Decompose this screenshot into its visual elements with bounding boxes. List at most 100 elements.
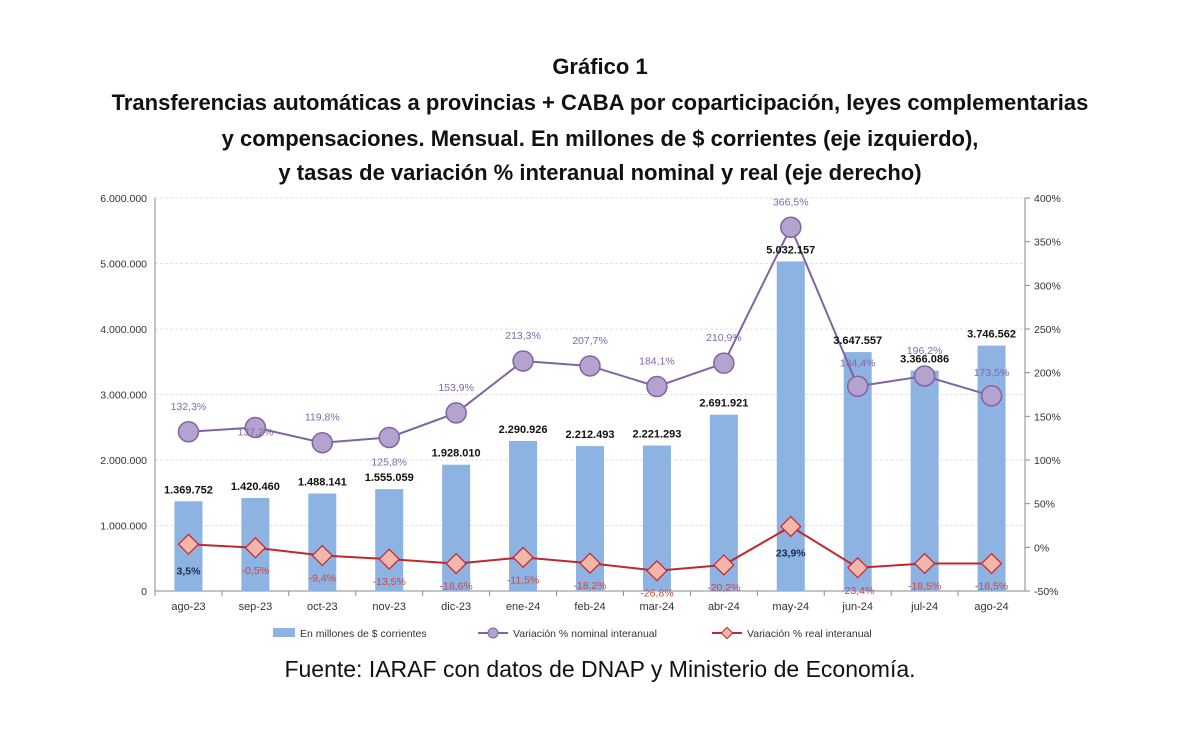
real-point [512, 546, 534, 569]
right-tick-label: 150% [1034, 411, 1061, 423]
nominal-point [780, 216, 802, 239]
bar-data-label: 1.369.752 [164, 484, 213, 496]
bar [375, 489, 404, 591]
nominal-data-label: 213,3% [505, 330, 541, 342]
real-point [646, 559, 668, 582]
real-data-label: -23,4% [841, 585, 874, 597]
x-tick-label: abr-24 [708, 601, 740, 613]
nominal-data-label: 137,2% [238, 427, 274, 439]
bar-data-label: 2.691.921 [699, 398, 748, 410]
nominal-point [980, 385, 1003, 407]
bar-data-label: 5.032.157 [766, 244, 815, 256]
x-tick-label: jul-24 [910, 601, 938, 613]
real-point [980, 552, 1003, 575]
right-tick-label: 350% [1034, 237, 1061, 249]
real-point [579, 552, 601, 574]
nominal-data-label: 196,2% [907, 345, 943, 357]
nominal-data-label: 153,9% [438, 382, 474, 394]
x-tick-label: may-24 [772, 601, 809, 613]
x-tick-label: dic-23 [441, 601, 471, 613]
nominal-point [445, 402, 467, 424]
real-point [913, 552, 936, 575]
real-data-label: 23,9% [776, 547, 806, 559]
nominal-data-label: 366,5% [773, 196, 809, 208]
bar-data-label: 3.746.562 [967, 329, 1016, 341]
legend-nominal-marker [487, 627, 499, 639]
real-data-label: -18,2% [573, 580, 606, 592]
real-data-label: -11,5% [507, 574, 540, 586]
nominal-point [311, 431, 334, 454]
x-tick-label: ene-24 [506, 601, 540, 613]
real-point [311, 544, 334, 567]
nominal-point [713, 352, 735, 374]
bar-data-label: 1.420.460 [231, 481, 280, 493]
x-tick-label: sep-23 [239, 601, 273, 613]
real-point [177, 533, 200, 556]
x-tick-label: feb-24 [574, 601, 605, 613]
legend-bar-swatch [273, 628, 295, 637]
nominal-data-label: 173,5% [974, 367, 1010, 379]
bar-data-label: 2.212.493 [566, 429, 615, 441]
real-data-label: -18,6% [440, 581, 473, 593]
x-tick-label: nov-23 [372, 601, 406, 613]
right-tick-label: 0% [1034, 542, 1049, 554]
real-point [846, 557, 869, 579]
left-tick-label: 2.000.000 [100, 455, 147, 467]
nominal-data-label: 125,8% [371, 456, 407, 468]
chart-subtitle-line-2: y compensaciones. Mensual. En millones d… [221, 126, 979, 151]
nominal-data-label: 207,7% [572, 335, 608, 347]
bar [776, 261, 805, 591]
real-data-label: -20,2% [707, 582, 740, 594]
nominal-point [512, 350, 534, 372]
right-tick-label: 250% [1034, 324, 1061, 336]
bar-data-label: 2.221.293 [632, 429, 681, 441]
real-point [780, 515, 802, 538]
real-point [445, 552, 467, 575]
real-data-label: -0,5% [242, 565, 269, 577]
real-data-label: -13,5% [373, 576, 406, 588]
legend-bar-label: En millones de $ corrientes [300, 628, 427, 640]
bar-data-label: 1.555.059 [365, 472, 414, 484]
bar-data-label: 3.366.086 [900, 354, 949, 366]
bar [509, 440, 538, 591]
left-tick-label: 5.000.000 [100, 259, 147, 271]
nominal-point [646, 375, 668, 398]
bar-data-label: 1.488.141 [298, 477, 347, 489]
right-tick-label: 400% [1034, 193, 1061, 205]
right-tick-label: 200% [1034, 368, 1061, 380]
right-tick-label: 300% [1034, 280, 1061, 292]
nominal-point [378, 426, 400, 449]
legend-real-marker [720, 626, 734, 640]
real-point [378, 548, 400, 570]
right-tick-label: 100% [1034, 455, 1061, 467]
nominal-point [846, 375, 869, 398]
x-tick-label: ago-23 [171, 601, 205, 613]
real-data-label: -18,5% [908, 580, 941, 592]
chart-subtitle-line-3: y tasas de variación % interanual nomina… [278, 160, 922, 185]
nominal-point [913, 365, 936, 387]
real-data-label: -26,8% [640, 588, 673, 600]
bar-data-label: 2.290.926 [499, 424, 548, 436]
real-point [713, 554, 735, 576]
x-tick-label: oct-23 [307, 601, 338, 613]
legend-nominal-label: Variación % nominal interanual [513, 628, 657, 640]
chart-title: Gráfico 1 [552, 54, 648, 79]
right-tick-label: -50% [1034, 586, 1059, 598]
left-tick-label: 6.000.000 [100, 193, 147, 205]
bar [308, 493, 337, 591]
real-data-label: -9,4% [309, 573, 336, 585]
x-tick-label: mar-24 [640, 601, 675, 613]
nominal-data-label: 184,1% [639, 356, 675, 368]
nominal-point [177, 421, 200, 443]
nominal-point [244, 416, 267, 439]
nominal-data-label: 119,8% [305, 412, 340, 424]
legend-real-label: Variación % real interanual [747, 628, 872, 640]
x-tick-label: jun-24 [841, 601, 873, 613]
left-tick-label: 0 [141, 586, 147, 598]
left-tick-label: 3.000.000 [100, 390, 147, 402]
nominal-data-label: 210,9% [706, 332, 742, 344]
real-data-label: -18,5% [975, 580, 1008, 592]
real-point [244, 537, 267, 559]
bar-data-label: 3.647.557 [833, 335, 882, 347]
